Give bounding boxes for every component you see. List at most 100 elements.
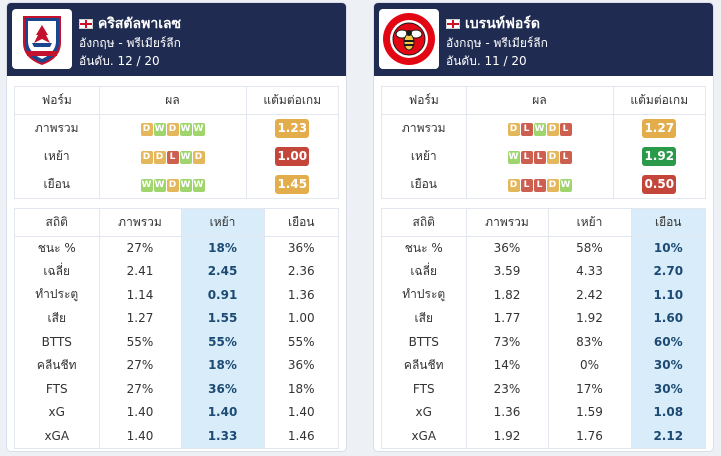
stats-table: สถิติ ภาพรวม เหย้า เยือน ชนะ % 36% 58% 10% เ… [382,209,705,448]
form-header: ฟอร์ม [15,87,100,115]
stat-value: 36% [287,358,315,373]
result-pill[interactable]: D [166,123,179,137]
result-pill[interactable]: D [546,151,559,164]
stat-value: 0% [548,353,632,377]
stat-value: 14% [466,353,549,377]
team-header: คริสตัลพาเลซ อังกฤษ - พรีเมียร์ลีก อันดั… [7,3,346,76]
away-header[interactable]: เยือน [264,209,338,237]
stat-value: 36% [287,241,315,255]
stats-row: xG 1.40 1.40 1.40 [15,400,338,424]
result-pill[interactable]: L [520,123,533,137]
stats-header: สถิติ [382,209,467,237]
stats-row: FTS 23% 17% 30% [382,377,705,401]
team-card-crystal-palace: คริสตัลพาเลซ อังกฤษ - พรีเมียร์ลีก อันดั… [7,3,346,451]
team-league[interactable]: อังกฤษ - พรีเมียร์ลีก [446,36,548,50]
team-logo[interactable] [379,9,439,69]
result-pill[interactable]: D [546,123,559,137]
stat-label: ทำประตู [382,283,467,307]
result-pill[interactable]: W [533,123,546,137]
result-pill[interactable]: W [192,179,205,192]
result-pill[interactable]: D [166,179,179,192]
result-pill[interactable]: W [559,179,572,192]
stat-label: คลีนชีท [15,353,100,377]
stat-value: 55% [99,330,182,354]
overall-header[interactable]: ภาพรวม [466,209,549,237]
result-pill[interactable]: L [166,151,179,164]
result-pill[interactable]: D [546,179,559,192]
form-row-label: เยือน [382,170,467,198]
stat-value: 1.10 [631,283,705,307]
stat-value: 3.59 [466,259,549,283]
stat-value: 1.46 [287,428,315,443]
result-pill[interactable]: D [140,151,153,164]
stat-value: 1.40 [287,405,315,420]
home-header[interactable]: เหย้า [548,209,632,237]
form-row: เหย้า D D L W D 1.00 [15,142,338,170]
result-pill[interactable]: L [520,179,533,192]
result-pill[interactable]: W [153,123,166,137]
result-pill[interactable]: L [559,123,572,137]
stat-label: เฉลี่ย [382,259,467,283]
ppg-badge: 1.27 [642,118,677,138]
stat-label: ทำประตู [15,283,100,307]
result-pill[interactable]: L [520,151,533,164]
result-pill[interactable]: L [533,151,546,164]
result-pill[interactable]: W [192,123,205,137]
result-pill[interactable]: L [559,151,572,164]
stat-label: xGA [382,424,467,448]
stat-value: 18% [181,353,265,377]
stat-value: 17% [548,377,632,401]
team-rank: อันดับ. 11 / 20 [446,54,527,68]
result-pill[interactable]: W [507,151,520,164]
stat-label: BTTS [15,330,100,354]
result-pill[interactable]: W [179,123,192,137]
home-header[interactable]: เหย้า [181,209,265,237]
stat-value: 2.42 [548,283,632,307]
ppg-badge: 1.00 [275,146,310,166]
result-pill[interactable]: D [192,151,205,164]
stats-row: คลีนชีท 14% 0% 30% [382,353,705,377]
stat-value: 1.55 [181,306,265,330]
stat-value: 58% [548,236,632,260]
stats-row: เฉลี่ย 2.41 2.45 2.36 [15,259,338,283]
ppg-cell: 1.23 [246,114,338,142]
stat-value: 1.92 [466,424,549,448]
result-pill[interactable]: D [153,151,166,164]
team-logo[interactable] [12,9,72,69]
stat-label: ชนะ % [15,236,100,260]
stat-value: 30% [631,353,705,377]
form-row-label: ภาพรวม [382,114,467,142]
stat-value: 1.33 [181,424,265,448]
result-pill[interactable]: D [507,123,520,137]
stat-value: 1.92 [548,306,632,330]
form-header: ฟอร์ม [382,87,467,115]
stat-value: 2.41 [99,259,182,283]
team-name[interactable]: คริสตัลพาเลซ [98,16,182,32]
result-pill[interactable]: D [140,123,153,137]
ppg-cell: 0.50 [613,170,705,198]
stats-table: สถิติ ภาพรวม เหย้า เยือน ชนะ % 27% 18% 36% เ… [15,209,338,448]
team-name[interactable]: เบรนท์ฟอร์ด [465,16,540,32]
result-pill[interactable]: L [533,179,546,192]
form-row-label: เหย้า [382,142,467,170]
stat-value: 18% [287,381,315,396]
ppg-badge: 1.23 [275,118,310,138]
stats-row: xGA 1.92 1.76 2.12 [382,424,705,448]
stat-value: 1.76 [548,424,632,448]
result-pill[interactable]: W [179,151,192,164]
result-pill[interactable]: W [153,179,166,192]
stat-value: 27% [99,353,182,377]
team-rank: อันดับ. 12 / 20 [79,54,160,68]
stat-value: 1.40 [99,400,182,424]
stat-value: 1.40 [181,400,265,424]
result-pill[interactable]: W [179,179,192,192]
stats-row: คลีนชีท 27% 18% 36% [15,353,338,377]
team-league[interactable]: อังกฤษ - พรีเมียร์ลีก [79,36,181,50]
stat-value: 2.36 [287,264,315,279]
stat-value: 18% [181,236,265,260]
away-header[interactable]: เยือน [631,209,705,237]
stat-label: เฉลี่ย [15,259,100,283]
result-pill[interactable]: D [507,179,520,192]
result-pill[interactable]: W [140,179,153,192]
overall-header[interactable]: ภาพรวม [99,209,182,237]
